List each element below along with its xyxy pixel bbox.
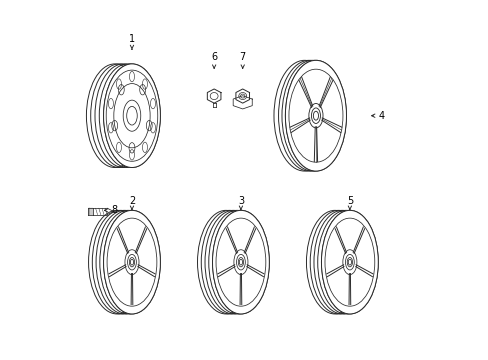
Text: 7: 7: [239, 52, 245, 68]
Text: 6: 6: [211, 52, 217, 68]
Text: 4: 4: [371, 111, 385, 121]
Ellipse shape: [285, 60, 346, 171]
Ellipse shape: [103, 64, 160, 167]
Text: 1: 1: [129, 34, 135, 49]
Text: 5: 5: [346, 197, 352, 210]
Text: 8: 8: [104, 205, 117, 215]
Text: 3: 3: [237, 197, 244, 210]
Ellipse shape: [103, 210, 160, 314]
Ellipse shape: [212, 210, 269, 314]
Ellipse shape: [321, 210, 378, 314]
Text: 2: 2: [128, 197, 135, 210]
